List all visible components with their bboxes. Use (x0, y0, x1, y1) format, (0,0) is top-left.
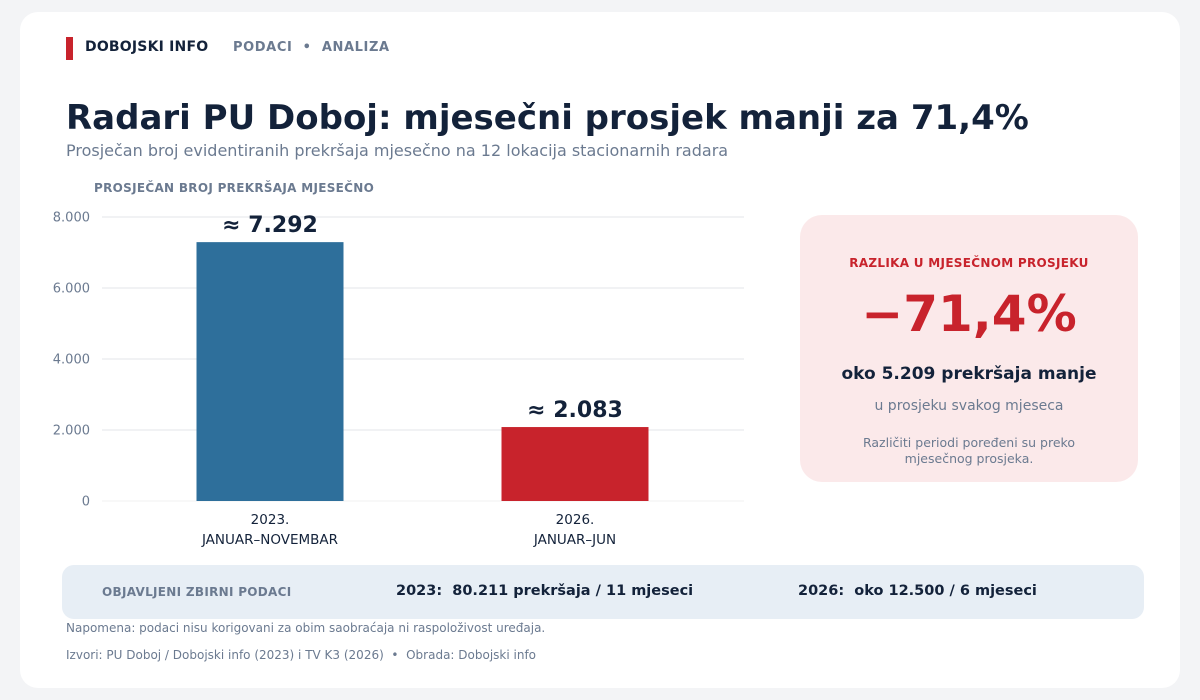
y-tick-label: 6.000 (53, 282, 90, 297)
page-title: Radari PU Doboj: mjesečni prosjek manji … (66, 98, 1029, 138)
brand-name: DOBOJSKI INFO (85, 39, 209, 55)
x-tick-label: JANUAR–NOVEMBAR (201, 532, 338, 548)
chart-title: PROSJEČAN BROJ PREKRŠAJA MJESEČNO (94, 181, 375, 195)
callout-note: Različiti periodi poređeni su preko mjes… (862, 435, 1075, 466)
footnote: Napomena: podaci nisu korigovani za obim… (66, 621, 546, 635)
summary-2026: 2026: oko 12.500 / 6 mjeseci (798, 583, 1037, 599)
callout-percent: −71,4% (861, 285, 1077, 343)
callout-caption: RAZLIKA U MJESEČNOM PROSJEKU (849, 256, 1089, 270)
bar (501, 427, 649, 501)
summary-label: OBJAVLJENI ZBIRNI PODACI (102, 585, 292, 599)
source-line: Izvori: PU Doboj / Dobojski info (2023) … (66, 648, 537, 662)
bar-value-label: ≈ 7.292 (222, 213, 318, 238)
bar (196, 242, 344, 501)
callout-difference: oko 5.209 prekršaja manje (841, 364, 1097, 384)
x-tick-label: JANUAR–JUN (533, 532, 616, 548)
y-tick-label: 2.000 (53, 424, 90, 439)
callout-subtext: u prosjeku svakog mjeseca (874, 398, 1064, 414)
summary-2023: 2023: 80.211 prekršaja / 11 mjeseci (396, 583, 694, 599)
difference-callout: RAZLIKA U MJESEČNOM PROSJEKU −71,4% oko … (800, 215, 1138, 482)
x-tick-label: 2023. (251, 512, 290, 528)
y-tick-label: 4.000 (53, 353, 90, 368)
y-tick-label: 0 (82, 495, 90, 510)
page-subtitle: Prosječan broj evidentiranih prekršaja m… (66, 141, 729, 160)
section-label: PODACI • ANALIZA (233, 40, 390, 55)
brand-accent-bar (66, 37, 73, 60)
y-tick-label: 8.000 (53, 211, 90, 226)
bar-value-label: ≈ 2.083 (527, 398, 623, 423)
x-tick-label: 2026. (556, 512, 595, 528)
summary-bar: OBJAVLJENI ZBIRNI PODACI 2023: 80.211 pr… (62, 565, 1144, 619)
